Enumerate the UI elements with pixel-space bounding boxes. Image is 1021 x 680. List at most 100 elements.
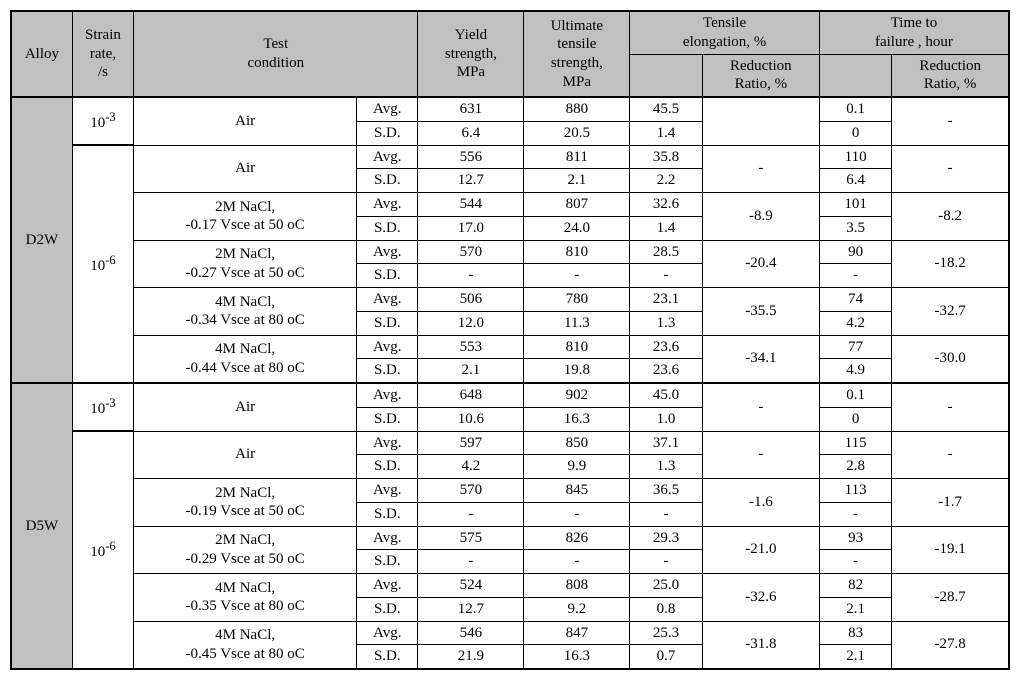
condition-cell: 4M NaCl,-0.44 Vsce at 80 oC	[134, 335, 357, 383]
stat-label: Avg.	[357, 240, 418, 264]
condition-cell: 2M NaCl,-0.27 Vsce at 50 oC	[134, 240, 357, 288]
strain-rate-cell: 10-6	[72, 431, 133, 669]
strain-rate-cell: 10-3	[72, 383, 133, 431]
el-avg: 23.1	[630, 288, 702, 312]
condition-cell: Air	[134, 383, 357, 431]
tf-sd: -	[819, 502, 891, 526]
tf-sd: 2.8	[819, 455, 891, 479]
stat-label: S.D.	[357, 121, 418, 145]
uts-sd: 11.3	[524, 311, 630, 335]
el-rr: -1.6	[702, 479, 819, 527]
el-rr: -	[702, 431, 819, 479]
uts-avg: 807	[524, 193, 630, 217]
tf-sd: 3.5	[819, 216, 891, 240]
el-rr: -21.0	[702, 526, 819, 574]
uts-avg: 808	[524, 574, 630, 598]
el-sd: 23.6	[630, 359, 702, 383]
tf-avg: 113	[819, 479, 891, 503]
tf-sd: 4.9	[819, 359, 891, 383]
ys-sd: 12.7	[418, 597, 524, 621]
uts-sd: 16.3	[524, 645, 630, 669]
header-test-condition: Testcondition	[134, 11, 418, 97]
tf-avg: 101	[819, 193, 891, 217]
ys-sd: 2.1	[418, 359, 524, 383]
stat-label: Avg.	[357, 288, 418, 312]
tf-rr: -1.7	[892, 479, 1009, 527]
ys-avg: 524	[418, 574, 524, 598]
el-sd: -	[630, 264, 702, 288]
stat-label: S.D.	[357, 597, 418, 621]
ys-avg: 556	[418, 145, 524, 169]
tf-sd: 0	[819, 121, 891, 145]
header-uts: Ultimatetensilestrength,MPa	[524, 11, 630, 97]
header-elongation: Tensileelongation, %	[630, 11, 820, 54]
ys-sd: 21.9	[418, 645, 524, 669]
ys-sd: 12.0	[418, 311, 524, 335]
strain-rate-cell: 10-6	[72, 145, 133, 383]
ys-avg: 544	[418, 193, 524, 217]
el-sd: 1.0	[630, 407, 702, 431]
condition-cell: 2M NaCl,-0.17 Vsce at 50 oC	[134, 193, 357, 241]
stat-label: S.D.	[357, 359, 418, 383]
uts-avg: 880	[524, 97, 630, 121]
tf-avg: 93	[819, 526, 891, 550]
header-strain-rate: Strainrate,/s	[72, 11, 133, 97]
tf-rr: -32.7	[892, 288, 1009, 336]
ys-sd: -	[418, 264, 524, 288]
condition-cell: 4M NaCl,-0.35 Vsce at 80 oC	[134, 574, 357, 622]
condition-cell: 4M NaCl,-0.45 Vsce at 80 oC	[134, 621, 357, 669]
uts-sd: 19.8	[524, 359, 630, 383]
uts-sd: 24.0	[524, 216, 630, 240]
el-avg: 23.6	[630, 335, 702, 359]
stat-label: Avg.	[357, 335, 418, 359]
ys-sd: 17.0	[418, 216, 524, 240]
uts-sd: 9.2	[524, 597, 630, 621]
strain-rate-cell: 10-3	[72, 97, 133, 145]
tf-rr: -	[892, 145, 1009, 193]
tf-sd: 0	[819, 407, 891, 431]
el-rr: -35.5	[702, 288, 819, 336]
stat-label: S.D.	[357, 502, 418, 526]
uts-avg: 826	[524, 526, 630, 550]
ys-avg: 575	[418, 526, 524, 550]
el-avg: 45.0	[630, 383, 702, 407]
ys-sd: 12.7	[418, 169, 524, 193]
tf-avg: 115	[819, 431, 891, 455]
uts-avg: 845	[524, 479, 630, 503]
el-rr	[702, 97, 819, 145]
table-row: 2M NaCl,-0.17 Vsce at 50 oCAvg.54480732.…	[11, 193, 1009, 217]
ys-avg: 553	[418, 335, 524, 359]
condition-cell: Air	[134, 97, 357, 145]
table-row: 2M NaCl,-0.27 Vsce at 50 oCAvg.57081028.…	[11, 240, 1009, 264]
el-sd: 1.4	[630, 216, 702, 240]
ys-avg: 631	[418, 97, 524, 121]
table-row: 4M NaCl,-0.44 Vsce at 80 oCAvg.55381023.…	[11, 335, 1009, 359]
tf-rr: -	[892, 431, 1009, 479]
uts-sd: 20.5	[524, 121, 630, 145]
tf-rr: -28.7	[892, 574, 1009, 622]
stat-label: S.D.	[357, 216, 418, 240]
uts-avg: 850	[524, 431, 630, 455]
tf-rr: -	[892, 97, 1009, 145]
ys-sd: 10.6	[418, 407, 524, 431]
header-elongation-rr: ReductionRatio, %	[702, 54, 819, 97]
el-avg: 37.1	[630, 431, 702, 455]
stat-label: S.D.	[357, 169, 418, 193]
el-avg: 32.6	[630, 193, 702, 217]
stat-label: Avg.	[357, 574, 418, 598]
tf-avg: 82	[819, 574, 891, 598]
table-row: 4M NaCl,-0.45 Vsce at 80 oCAvg.54684725.…	[11, 621, 1009, 645]
tf-sd: -	[819, 264, 891, 288]
el-avg: 45.5	[630, 97, 702, 121]
stat-label: S.D.	[357, 264, 418, 288]
el-sd: -	[630, 502, 702, 526]
stat-label: Avg.	[357, 193, 418, 217]
uts-sd: -	[524, 550, 630, 574]
ys-avg: 648	[418, 383, 524, 407]
uts-avg: 810	[524, 335, 630, 359]
el-rr: -	[702, 383, 819, 431]
table-body: D2W10-3AirAvg.63188045.50.1-S.D.6.420.51…	[11, 97, 1009, 669]
condition-cell: 2M NaCl,-0.29 Vsce at 50 oC	[134, 526, 357, 574]
tf-rr: -18.2	[892, 240, 1009, 288]
tf-sd: -	[819, 550, 891, 574]
